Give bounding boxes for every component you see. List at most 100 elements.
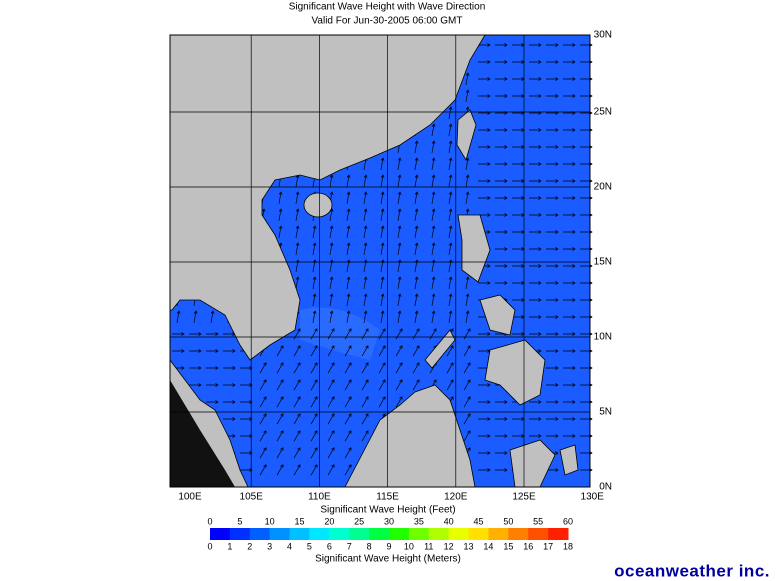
meter-label: 15	[503, 541, 513, 551]
arrow	[478, 60, 491, 64]
arrow	[380, 208, 385, 221]
arrow	[276, 464, 284, 476]
arrow	[329, 225, 334, 238]
arrow	[414, 310, 419, 323]
colorbar-cell	[309, 528, 330, 540]
arrow	[295, 191, 300, 204]
arrow	[463, 345, 471, 357]
arrow	[495, 94, 508, 98]
lat-label: 20N	[594, 182, 612, 193]
arrow	[431, 174, 436, 187]
arrow	[448, 174, 453, 187]
lon-label: 100E	[178, 492, 202, 503]
arrow	[380, 225, 385, 238]
arrow	[463, 430, 471, 442]
arrow	[529, 264, 542, 268]
arrow	[431, 310, 436, 323]
meter-label: 10	[404, 541, 414, 551]
colorbar-cell	[349, 528, 370, 540]
arrow	[363, 191, 368, 204]
arrow	[327, 328, 335, 340]
arrow	[431, 293, 436, 306]
arrow	[327, 345, 335, 357]
arrow	[172, 349, 185, 353]
arrow	[546, 315, 559, 319]
arrow	[478, 196, 491, 200]
arrow	[563, 315, 576, 319]
lon-label: 115E	[376, 492, 399, 503]
arrow	[546, 332, 559, 336]
arrow	[295, 225, 300, 238]
arrow	[240, 434, 253, 438]
arrow	[344, 464, 352, 476]
arrow	[278, 225, 283, 238]
arrow	[414, 174, 419, 187]
arrow	[293, 379, 301, 391]
logo: oceanweather inc.	[614, 561, 770, 580]
colorbar-cell	[329, 528, 350, 540]
arrow	[206, 366, 219, 370]
feet-label: 35	[414, 516, 424, 526]
arrow	[361, 362, 369, 374]
arrow	[478, 179, 491, 183]
arrow	[448, 310, 453, 323]
colorbar-cell	[548, 528, 569, 540]
arrow	[380, 310, 385, 323]
arrow	[448, 123, 453, 136]
arrow	[259, 447, 267, 459]
arrow	[395, 345, 403, 357]
arrow	[380, 276, 385, 289]
arrow	[529, 332, 542, 336]
arrow	[361, 345, 369, 357]
feet-label: 40	[444, 516, 454, 526]
arrow	[223, 400, 236, 404]
arrow	[546, 349, 559, 353]
arrow	[176, 310, 181, 323]
lon-label: 120E	[444, 492, 468, 503]
arrow	[529, 247, 542, 251]
arrow	[395, 396, 403, 408]
arrow	[206, 383, 219, 387]
colorbar-cell	[369, 528, 390, 540]
arrow	[563, 196, 576, 200]
arrow	[529, 162, 542, 166]
arrow	[344, 379, 352, 391]
arrow	[478, 400, 491, 404]
arrow	[259, 464, 267, 476]
arrow	[546, 366, 559, 370]
arrow	[397, 174, 402, 187]
arrow	[495, 213, 508, 217]
arrow	[563, 60, 576, 64]
arrow	[346, 225, 351, 238]
arrow	[431, 225, 436, 238]
arrow	[378, 362, 386, 374]
arrow	[546, 162, 559, 166]
arrow	[276, 345, 284, 357]
arrow	[529, 60, 542, 64]
arrow	[210, 310, 215, 323]
arrow	[563, 94, 576, 98]
arrow	[546, 43, 559, 47]
arrow	[529, 298, 542, 302]
arrow	[431, 191, 436, 204]
sea-shade	[300, 307, 380, 360]
arrow	[529, 145, 542, 149]
title: Significant Wave Height with Wave Direct…	[289, 2, 486, 13]
arrow	[546, 230, 559, 234]
arrow	[448, 140, 453, 153]
meter-title: Significant Wave Height (Meters)	[315, 554, 461, 565]
arrow	[563, 332, 576, 336]
arrow	[478, 77, 491, 81]
arrow	[397, 157, 402, 170]
arrow	[293, 345, 301, 357]
arrow	[380, 242, 385, 255]
feet-label: 20	[324, 516, 334, 526]
arrow	[563, 77, 576, 81]
arrow	[189, 332, 202, 336]
arrow	[563, 264, 576, 268]
arrow	[448, 242, 453, 255]
arrow	[223, 383, 236, 387]
arrow	[414, 276, 419, 289]
lat-label: 5N	[599, 407, 612, 418]
arrow	[240, 366, 253, 370]
